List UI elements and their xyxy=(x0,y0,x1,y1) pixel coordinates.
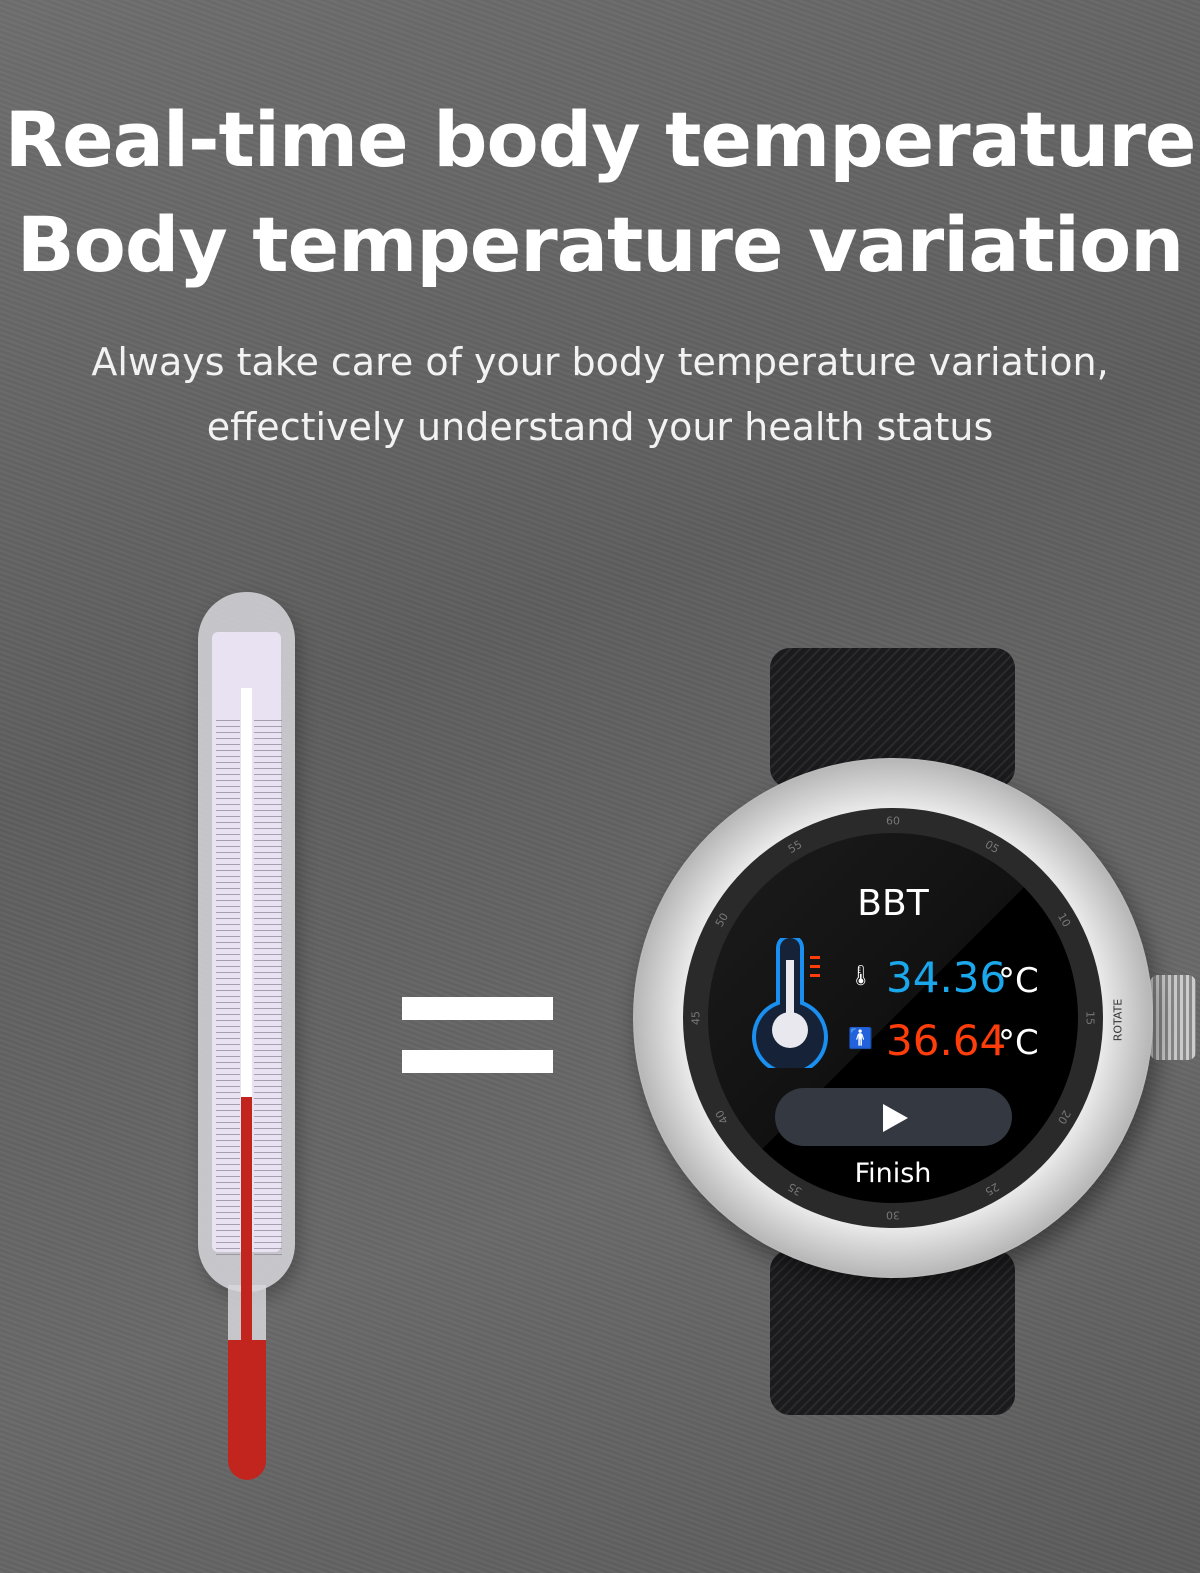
finish-label[interactable]: Finish xyxy=(854,1158,932,1189)
bezel-mark: 30 xyxy=(886,1208,900,1222)
subheading-line-2: effectively understand your health statu… xyxy=(206,405,994,449)
thermometer-column-empty xyxy=(241,688,252,1098)
bezel-mark: 45 xyxy=(689,1011,703,1025)
surface-thermometer-icon: 🌡 xyxy=(848,963,874,987)
play-button[interactable] xyxy=(775,1088,1012,1146)
thermometer-icon xyxy=(752,938,828,1068)
watch-screen: BBT 🌡 34.36 °C 🚹 36.64 °C Finish xyxy=(708,833,1078,1203)
headline-line-2: Body temperature variation xyxy=(16,200,1185,289)
body-temp-value: 36.64 xyxy=(886,1016,1007,1065)
bezel-mark: 15 xyxy=(1083,1011,1097,1025)
person-temperature-icon: 🚹 xyxy=(848,1026,873,1050)
thermometer-column-mercury xyxy=(241,1097,252,1347)
surface-temp-value: 34.36 xyxy=(886,953,1007,1002)
surface-temp-unit: °C xyxy=(998,961,1039,1001)
body-temp-unit: °C xyxy=(998,1023,1039,1063)
play-icon xyxy=(883,1104,908,1132)
subheading-line-1: Always take care of your body temperatur… xyxy=(91,340,1109,384)
bezel-mark: 60 xyxy=(886,814,900,828)
screen-title: BBT xyxy=(857,883,929,924)
watch-crown[interactable] xyxy=(1150,975,1196,1060)
thermometer-bulb xyxy=(228,1340,266,1480)
headline-line-1: Real-time body temperature xyxy=(4,95,1197,184)
rotate-label: ROTATE xyxy=(1111,998,1125,1042)
